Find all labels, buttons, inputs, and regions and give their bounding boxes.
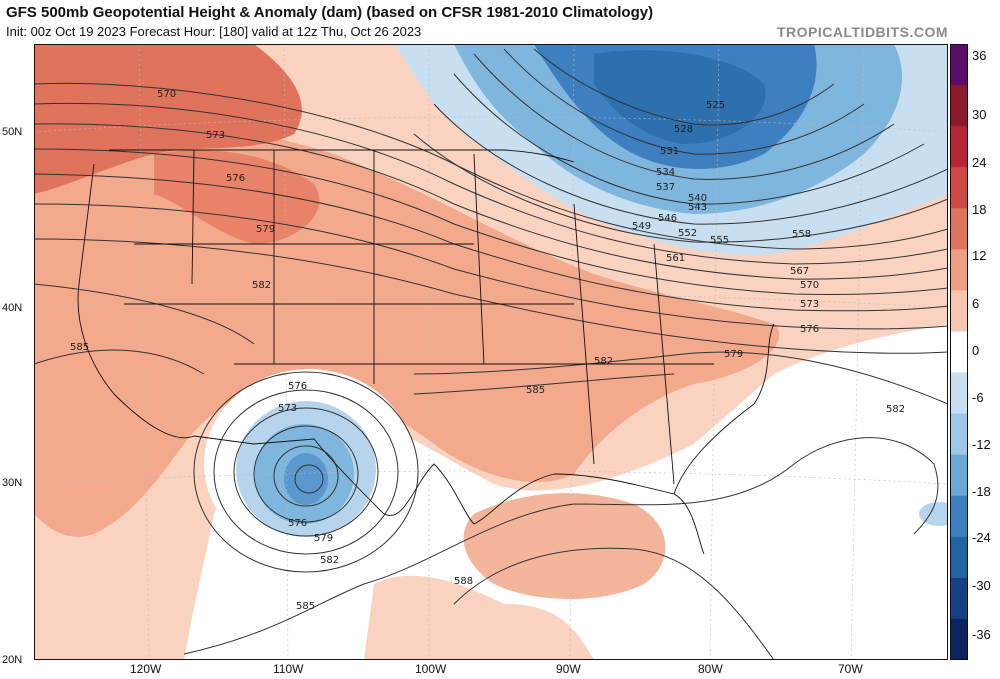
svg-text:573: 573 bbox=[800, 299, 819, 310]
colorbar-label: -18 bbox=[972, 484, 991, 499]
colorbar-segment bbox=[950, 44, 968, 86]
colorbar-label: 6 bbox=[972, 296, 980, 311]
lon-label-80w: 80W bbox=[698, 662, 723, 676]
site-credit: TROPICALTIDBITS.COM bbox=[776, 24, 948, 40]
colorbar-label: -12 bbox=[972, 437, 991, 452]
colorbar-label: -6 bbox=[972, 390, 984, 405]
svg-text:579: 579 bbox=[256, 224, 275, 235]
svg-text:549: 549 bbox=[632, 221, 651, 232]
weather-map: 570 573 576 579 582 585 525 528 531 534 … bbox=[34, 44, 948, 660]
colorbar-label: 18 bbox=[972, 202, 987, 217]
svg-text:588: 588 bbox=[454, 576, 473, 587]
anomaly-cool-core bbox=[594, 50, 766, 144]
anomaly-warm-strong bbox=[34, 44, 302, 194]
svg-text:546: 546 bbox=[658, 213, 677, 224]
lon-label-110w: 110W bbox=[273, 662, 304, 676]
svg-text:525: 525 bbox=[706, 100, 725, 111]
svg-text:585: 585 bbox=[296, 601, 315, 612]
lat-label-50n: 50N bbox=[2, 126, 23, 138]
colorbar-segment bbox=[950, 126, 968, 168]
svg-text:567: 567 bbox=[790, 266, 809, 277]
svg-text:570: 570 bbox=[800, 280, 819, 291]
svg-text:576: 576 bbox=[288, 381, 307, 392]
colorbar-label: 0 bbox=[972, 343, 980, 358]
colorbar-label: 12 bbox=[972, 248, 987, 263]
colorbar-label: -30 bbox=[972, 578, 991, 593]
anomaly-warm-strong-2 bbox=[154, 150, 320, 244]
political-borders bbox=[77, 149, 775, 555]
colorbar-label: 36 bbox=[972, 48, 987, 63]
svg-text:585: 585 bbox=[70, 342, 89, 353]
colorbar-segment bbox=[950, 167, 968, 209]
lat-label-20n: 20N bbox=[2, 654, 23, 666]
svg-text:582: 582 bbox=[252, 280, 271, 291]
svg-text:561: 561 bbox=[666, 253, 685, 264]
svg-text:528: 528 bbox=[674, 124, 693, 135]
lon-label-70w: 70W bbox=[838, 662, 863, 676]
svg-text:555: 555 bbox=[710, 235, 729, 246]
anomaly-colorbar bbox=[950, 44, 968, 660]
lat-label-30n: 30N bbox=[2, 477, 23, 489]
svg-text:573: 573 bbox=[206, 130, 225, 141]
svg-text:576: 576 bbox=[226, 173, 245, 184]
colorbar-label: 24 bbox=[972, 155, 987, 170]
svg-text:582: 582 bbox=[886, 404, 905, 415]
graticule bbox=[34, 44, 948, 660]
svg-text:534: 534 bbox=[656, 167, 675, 178]
svg-text:558: 558 bbox=[792, 229, 811, 240]
colorbar-segment bbox=[950, 536, 968, 579]
colorbar-segment bbox=[950, 249, 968, 291]
lon-label-90w: 90W bbox=[556, 662, 581, 676]
height-contours bbox=[34, 48, 948, 660]
svg-text:585: 585 bbox=[526, 385, 545, 396]
colorbar-segment bbox=[950, 454, 968, 497]
svg-text:579: 579 bbox=[724, 349, 743, 360]
lon-label-120w: 120W bbox=[130, 662, 162, 676]
colorbar-segment bbox=[950, 618, 968, 660]
colorbar-label: -24 bbox=[972, 530, 991, 545]
svg-text:543: 543 bbox=[688, 202, 707, 213]
svg-text:582: 582 bbox=[594, 356, 613, 367]
colorbar-label: -36 bbox=[972, 627, 991, 642]
map-title: GFS 500mb Geopotential Height & Anomaly … bbox=[6, 4, 654, 21]
svg-text:540: 540 bbox=[688, 193, 707, 204]
colorbar-segment bbox=[950, 577, 968, 620]
svg-text:531: 531 bbox=[660, 146, 679, 157]
contour-labels: 570 573 576 579 582 585 525 528 531 534 … bbox=[70, 89, 905, 612]
colorbar-segment bbox=[950, 413, 968, 456]
colorbar-segment bbox=[950, 290, 968, 332]
anomaly-cutoff-low-core bbox=[284, 453, 328, 505]
svg-text:582: 582 bbox=[320, 555, 339, 566]
svg-text:552: 552 bbox=[678, 228, 697, 239]
lon-label-100w: 100W bbox=[415, 662, 447, 676]
svg-text:576: 576 bbox=[800, 324, 819, 335]
colorbar-segment bbox=[950, 495, 968, 538]
colorbar-segment bbox=[950, 331, 968, 374]
svg-text:576: 576 bbox=[288, 518, 307, 529]
colorbar-segment bbox=[950, 208, 968, 250]
svg-text:537: 537 bbox=[656, 182, 675, 193]
svg-text:573: 573 bbox=[278, 403, 297, 414]
colorbar-label: 30 bbox=[972, 107, 987, 122]
colorbar-segment bbox=[950, 372, 968, 415]
colorbar-segment bbox=[950, 85, 968, 127]
map-subtitle: Init: 00z Oct 19 2023 Forecast Hour: [18… bbox=[6, 24, 422, 39]
svg-text:579: 579 bbox=[314, 533, 333, 544]
anomaly-neutral-atlantic bbox=[184, 324, 948, 660]
lat-label-40n: 40N bbox=[2, 302, 23, 314]
svg-text:570: 570 bbox=[157, 89, 176, 100]
